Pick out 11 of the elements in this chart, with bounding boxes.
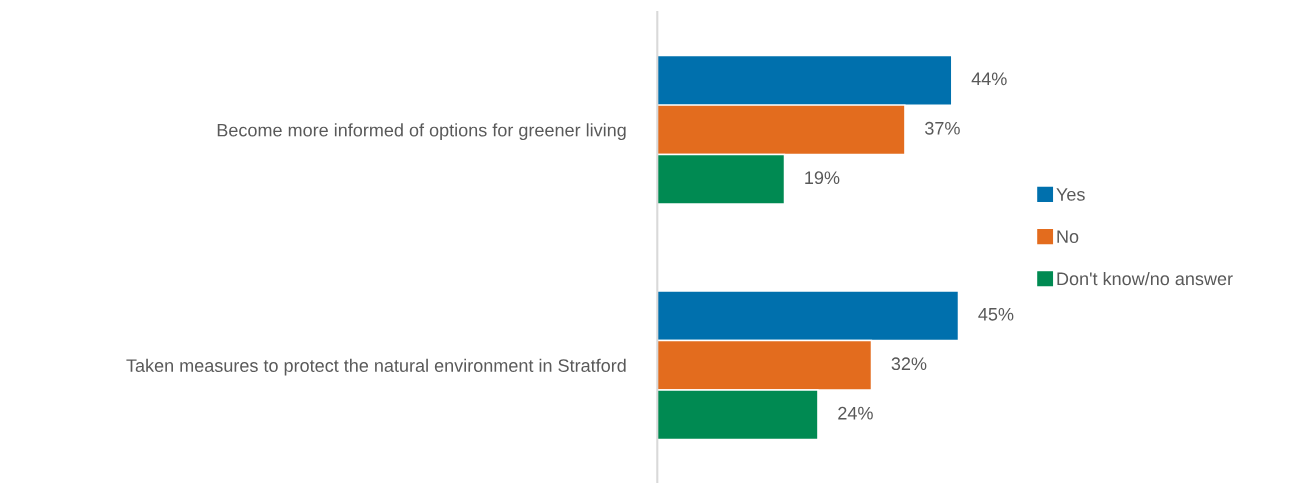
data-label: 37% <box>925 121 960 135</box>
legend-label: No <box>1057 230 1079 244</box>
data-label: 32% <box>891 357 927 371</box>
y-tick-label: Taken measures to protect the natural environment in Stratford <box>126 358 626 376</box>
data-label: 44% <box>971 72 1007 86</box>
legend-label: Don't know/no answer <box>1057 271 1233 286</box>
data-label: 45% <box>978 307 1014 321</box>
data-label: 24% <box>838 406 873 420</box>
legend-label: Yes <box>1056 188 1085 201</box>
y-tick-label: Become more informed of options for greener living <box>217 123 626 141</box>
data-label: 19% <box>805 171 840 185</box>
